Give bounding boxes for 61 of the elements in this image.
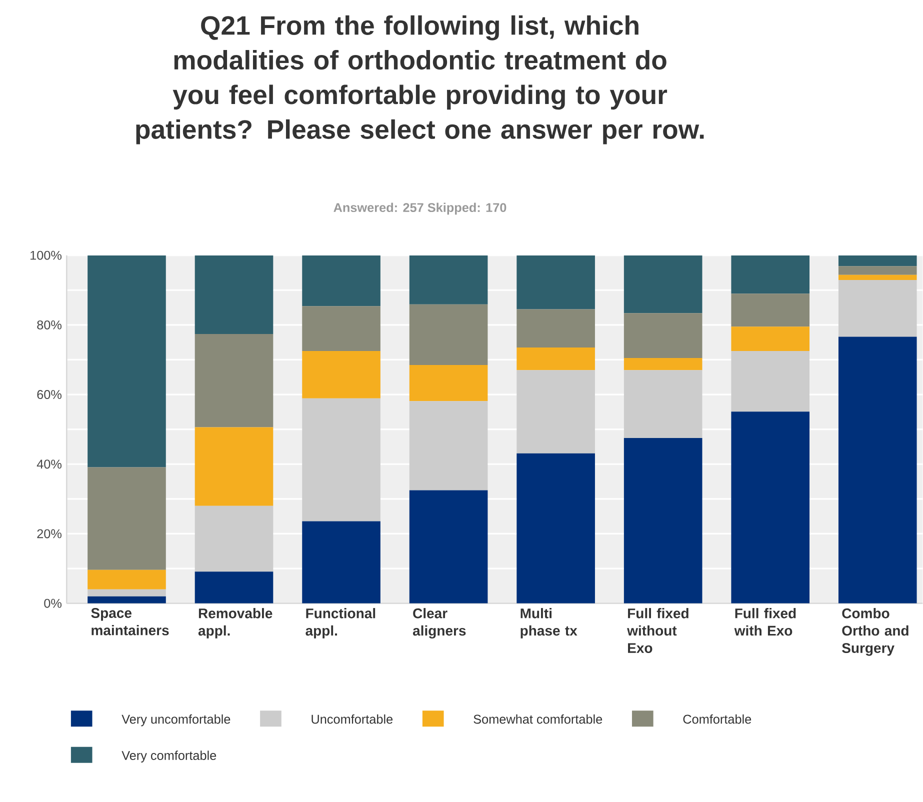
bar bbox=[624, 358, 702, 370]
y-tick-label: 80% bbox=[37, 320, 62, 330]
bar bbox=[302, 306, 380, 352]
bar bbox=[731, 412, 810, 604]
bar bbox=[624, 255, 702, 314]
bar bbox=[516, 255, 595, 310]
bar bbox=[838, 274, 917, 280]
bar bbox=[88, 570, 166, 590]
bar bbox=[302, 351, 380, 398]
bar bbox=[624, 313, 702, 358]
bar bbox=[302, 255, 380, 306]
y-tick-label: 20% bbox=[37, 529, 62, 538]
bar bbox=[302, 398, 380, 522]
bar bbox=[731, 326, 810, 352]
chart-title: Q21 From the following list, which modalities of orthodontic treatment do you feel comfortable providing to your patients? Please select one answer per row. bbox=[136, 15, 704, 144]
bar bbox=[409, 490, 488, 604]
legend-label: Very comfortable bbox=[122, 750, 216, 762]
x-tick-label: Space maintainers bbox=[91, 608, 169, 636]
x-tick-label: Removable appl. bbox=[198, 608, 272, 638]
bar bbox=[731, 255, 810, 294]
legend-label: Very uncomfortable bbox=[122, 714, 230, 726]
bar bbox=[194, 255, 274, 334]
bar bbox=[516, 309, 595, 348]
bar bbox=[194, 427, 274, 506]
x-tick-label: Combo Ortho and Surgery bbox=[842, 608, 908, 656]
bar bbox=[88, 596, 166, 604]
bar bbox=[731, 294, 810, 327]
x-tick-label: Full fixed without Exo bbox=[627, 608, 688, 653]
bar bbox=[838, 336, 917, 604]
bar bbox=[88, 255, 166, 468]
y-tick-label: 100% bbox=[30, 250, 62, 260]
bar bbox=[624, 438, 702, 604]
bar bbox=[624, 370, 702, 438]
bar bbox=[409, 401, 488, 490]
x-tick-label: Multi phase tx bbox=[520, 608, 578, 638]
bar bbox=[838, 266, 917, 275]
bar bbox=[88, 467, 166, 570]
x-tick-label: Functional appl. bbox=[306, 608, 376, 638]
legend-label: Somewhat comfortable bbox=[474, 714, 602, 724]
bar bbox=[731, 351, 810, 412]
bar bbox=[409, 304, 488, 365]
bar bbox=[409, 255, 488, 304]
bar bbox=[302, 521, 380, 604]
bar bbox=[516, 370, 595, 454]
bar bbox=[838, 280, 917, 337]
bar bbox=[88, 589, 166, 596]
legend-label: Comfortable bbox=[683, 714, 752, 724]
x-tick-label: Full fixed with Exo bbox=[734, 608, 796, 636]
bar bbox=[516, 348, 595, 370]
bar bbox=[516, 453, 595, 604]
y-tick-label: 0% bbox=[44, 598, 62, 608]
x-tick-label: Clear aligners bbox=[412, 608, 466, 638]
bar bbox=[838, 255, 917, 266]
bar bbox=[194, 506, 274, 572]
chart-subtitle: Answered: 257 Skipped: 170 bbox=[334, 202, 506, 215]
bar bbox=[194, 334, 274, 428]
y-tick-label: 60% bbox=[37, 390, 62, 400]
bar bbox=[194, 572, 274, 604]
legend-label: Uncomfortable bbox=[312, 714, 393, 724]
y-tick-label: 40% bbox=[36, 460, 62, 469]
bar bbox=[409, 364, 488, 402]
